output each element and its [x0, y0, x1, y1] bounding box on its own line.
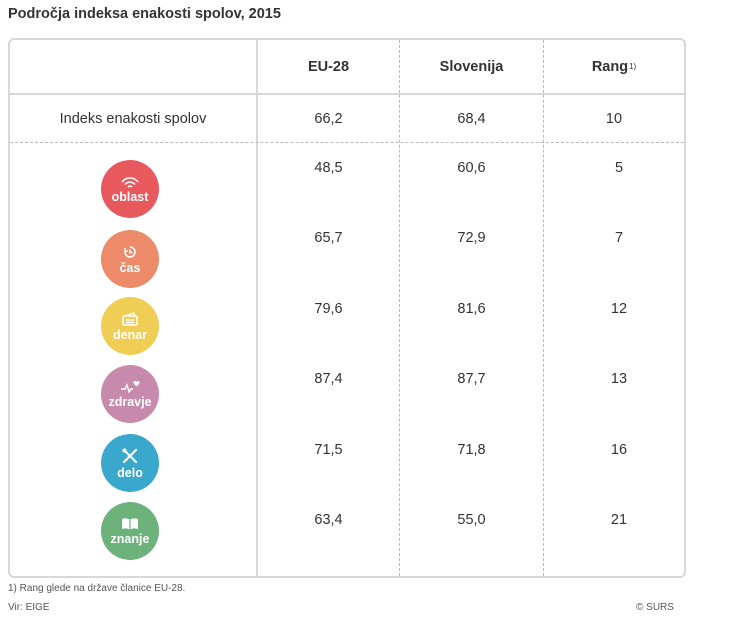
- row-divider: [10, 142, 684, 143]
- header-eu: EU-28: [307, 58, 350, 75]
- index-si-value: 68,4: [457, 110, 486, 127]
- domain-eu-value: 79,6: [314, 301, 343, 317]
- domain-si-value: 87,7: [457, 371, 486, 387]
- header-divider: [10, 93, 684, 95]
- domain-eu-value: 71,5: [314, 442, 343, 458]
- index-label: Indeks enakosti spolov: [59, 110, 207, 127]
- domain-rank-value: 5: [614, 160, 624, 176]
- data-table: EU-28 Slovenija Rang 1) Indeks enakosti s…: [8, 38, 686, 578]
- wifi-icon: [121, 176, 139, 188]
- domain-label: znanje: [110, 531, 150, 546]
- column-divider: [399, 40, 400, 576]
- column-divider: [543, 40, 544, 576]
- domain-eu-value: 63,4: [314, 512, 343, 528]
- domain-rank-value: 7: [614, 230, 624, 246]
- domain-label: oblast: [111, 189, 149, 204]
- domain-badge-znanje: znanje: [101, 502, 159, 560]
- wallet-icon: [122, 311, 138, 326]
- footnote: 1) Rang glede na države članice EU-28.: [8, 583, 186, 594]
- domain-badge-oblast: oblast: [101, 160, 159, 218]
- domain-label: delo: [117, 465, 143, 480]
- index-eu-value: 66,2: [314, 110, 343, 127]
- page-title: Področja indeksa enakosti spolov, 2015: [8, 6, 281, 22]
- domain-si-value: 71,8: [457, 442, 486, 458]
- source: Vir: EIGE: [8, 602, 50, 613]
- domain-si-value: 72,9: [457, 230, 486, 246]
- domain-si-value: 60,6: [457, 160, 486, 176]
- header-rank-label: Rang: [591, 58, 629, 75]
- domain-badge-denar: denar: [101, 297, 159, 355]
- domain-label: zdravje: [108, 394, 152, 409]
- book-icon: [122, 517, 138, 530]
- index-rank-value: 10: [605, 110, 623, 127]
- header-rank: Rang 1): [544, 40, 684, 93]
- header-rank-footnote-mark: 1): [629, 62, 637, 71]
- domain-eu-value: 87,4: [314, 371, 343, 387]
- domain-badge-zdravje: zdravje: [101, 365, 159, 423]
- column-divider: [256, 40, 258, 576]
- heartbeat-icon: [121, 380, 140, 394]
- domain-si-value: 55,0: [457, 512, 486, 528]
- domain-rank-value: 12: [610, 301, 628, 317]
- header-slovenia: Slovenija: [439, 58, 504, 75]
- domain-badge-cas: čas: [101, 230, 159, 288]
- tools-icon: [122, 448, 138, 463]
- domain-label: denar: [112, 327, 148, 342]
- copyright: © SURS: [636, 602, 674, 613]
- domain-rank-value: 16: [610, 442, 628, 458]
- domain-rank-value: 13: [610, 371, 628, 387]
- domain-badge-delo: delo: [101, 434, 159, 492]
- domain-label: čas: [119, 260, 141, 275]
- domain-si-value: 81,6: [457, 301, 486, 317]
- domain-rank-value: 21: [610, 512, 628, 528]
- domain-eu-value: 48,5: [314, 160, 343, 176]
- clock-icon: [124, 245, 136, 258]
- domain-eu-value: 65,7: [314, 230, 343, 246]
